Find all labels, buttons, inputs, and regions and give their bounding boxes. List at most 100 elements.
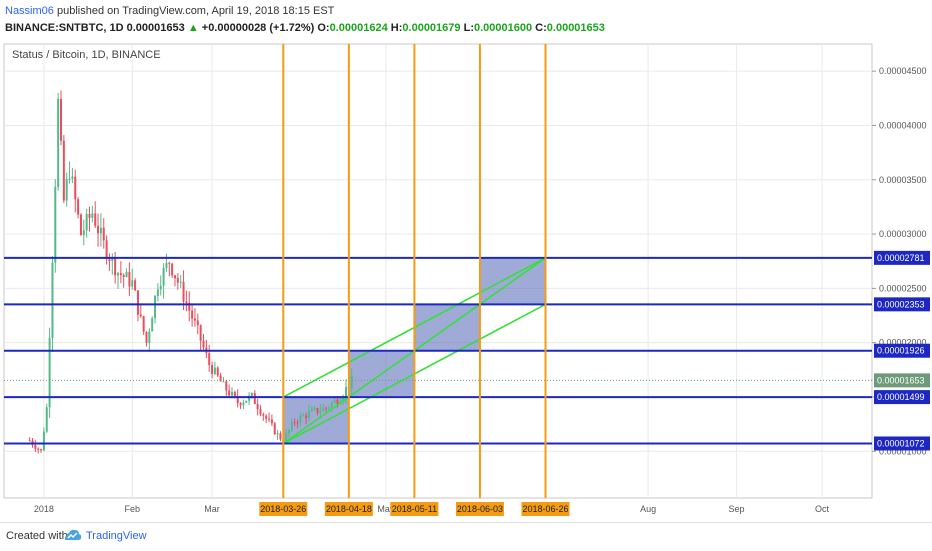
candle-body [325,407,328,409]
candle-body [134,280,137,291]
candle-body [114,256,117,276]
candle-body [222,381,225,383]
candle-body [88,214,91,218]
high-label: H: [390,22,403,34]
candle-body [273,423,276,435]
candle-body [228,390,231,396]
candle-body [290,422,293,430]
open-label: O: [317,22,330,34]
candle-body [159,285,162,290]
y-tick-label: 0.00004500 [879,66,927,76]
candle-body [60,99,62,141]
candle-body [154,295,157,319]
price-change: +0.00000028 (+1.72%) [201,22,315,34]
candle-body [302,415,305,417]
level-label-bg [874,343,930,358]
x-tick-label: Sep [728,504,744,514]
candle-body [34,444,37,449]
plot-area [3,43,873,499]
candle-body [139,314,142,317]
candle-body [131,280,134,287]
candle-body [77,199,80,215]
candle-body [136,290,139,315]
level-label: 0.00002781 [877,253,925,263]
candle-body [74,176,77,200]
candle-body [151,318,154,332]
date-label: 2018-06-26 [522,504,568,514]
candle-body [313,408,316,410]
candle-body [330,402,333,408]
y-tick-label: 0.00003500 [879,175,927,185]
date-label-bg [455,502,504,516]
footer: Created with TradingView [0,522,932,551]
candle-body [165,262,168,268]
candle-body [79,214,82,236]
candle-body [171,263,174,276]
created-with-label: Created with [6,530,68,542]
publish-line: Nassim06 published on TradingView.com, A… [5,5,334,17]
candle-body [279,433,282,440]
candle-body [145,331,148,343]
price-chart[interactable]: 2018 Feb Mar May Aug Sep Oct 0.00004500 0.000040… [0,38,932,520]
date-label-bg [259,502,308,516]
candle-body [105,240,108,260]
candle-body [42,431,45,451]
y-tick-label: 0.00004000 [879,120,927,130]
candle-body [188,302,191,311]
candle-body [268,418,271,420]
candle-body [265,415,268,419]
candle-body [211,365,214,374]
candle-body [316,408,319,413]
candle-body [168,262,171,264]
candle-body [333,399,336,403]
candle-body [253,393,256,404]
candle-body [236,395,239,404]
x-tick-label: Feb [124,504,140,514]
date-label-bg [521,502,570,516]
candle-body [245,400,248,403]
close-value: 0.00001653 [546,22,605,34]
candle-body [285,433,288,443]
candle-body [259,409,262,415]
candle-body [191,310,194,319]
date-label: 2018-06-03 [457,504,503,514]
y-tick-label: 0.00002000 [879,338,927,348]
candle-body [65,179,68,201]
candle-body [71,176,74,179]
y-tick-label: 0.00002500 [879,283,927,293]
candle-body [342,397,345,402]
publish-info: published on TradingView.com, April 19, … [56,5,335,17]
candle-body [125,271,128,277]
x-tick-label: Mar [204,504,220,514]
candle-body [293,422,296,424]
low-label: L: [463,22,474,34]
candle-body [182,281,185,302]
candle-body [336,399,339,404]
date-label: 2018-03-26 [260,504,306,514]
candle-body [256,403,259,410]
candle-body [176,278,179,283]
candle-body [216,367,219,376]
candle-body [97,225,100,234]
candle-body [148,331,151,343]
date-label: 2018-05-11 [392,504,437,514]
candle-body [225,381,228,391]
candle-body [196,320,199,326]
x-tick-label: Oct [815,504,830,514]
level-label: 0.00001499 [877,392,925,402]
author-link[interactable]: Nassim06 [5,5,54,17]
candle-body [174,275,176,279]
candle-body [250,393,253,396]
candle-body [231,391,233,396]
level-label-bg [874,390,930,405]
candle-body [117,273,119,276]
candle-body [270,419,273,424]
candle-body [262,414,265,416]
candle-body [85,214,88,231]
candle-body [122,275,125,277]
candle-body [179,281,182,283]
candle-body [99,227,102,234]
candle-body [185,301,188,303]
tradingview-link[interactable]: TradingView [86,530,147,542]
candle-body [111,256,114,261]
